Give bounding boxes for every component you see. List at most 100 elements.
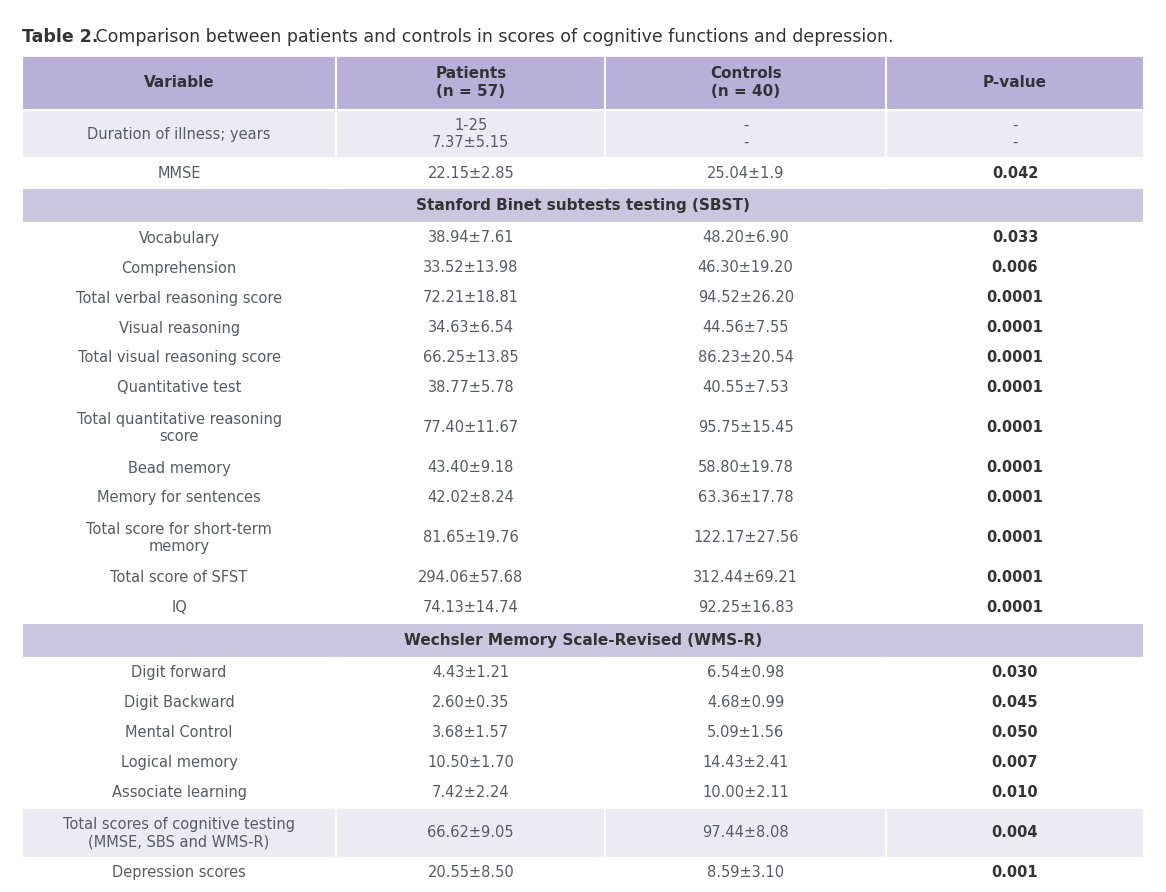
Text: 74.13±14.74: 74.13±14.74 [423,600,519,615]
Text: 66.62±9.05: 66.62±9.05 [428,825,514,840]
Text: 6.54±0.98: 6.54±0.98 [707,665,785,681]
Text: 2.60±0.35: 2.60±0.35 [433,696,510,711]
Text: 0.007: 0.007 [992,756,1038,771]
Text: Logical memory: Logical memory [120,756,238,771]
FancyBboxPatch shape [22,403,1144,453]
FancyBboxPatch shape [22,373,1144,403]
Text: Memory for sentences: Memory for sentences [97,491,261,506]
Text: 0.0001: 0.0001 [986,571,1044,585]
FancyBboxPatch shape [22,778,1144,808]
Text: -
-: - - [1012,118,1018,150]
Text: 4.68±0.99: 4.68±0.99 [707,696,785,711]
Text: 48.20±6.90: 48.20±6.90 [702,230,789,245]
Text: 7.42±2.24: 7.42±2.24 [431,786,510,800]
Text: 0.033: 0.033 [992,230,1038,245]
Text: Stanford Binet subtests testing (SBST): Stanford Binet subtests testing (SBST) [416,198,750,213]
FancyBboxPatch shape [22,858,1144,888]
Text: Bead memory: Bead memory [127,460,231,475]
Text: Patients
(n = 57): Patients (n = 57) [435,66,506,99]
Text: 0.0001: 0.0001 [986,320,1044,335]
Text: 38.94±7.61: 38.94±7.61 [428,230,514,245]
Text: Total verbal reasoning score: Total verbal reasoning score [76,291,282,305]
Text: 312.44±69.21: 312.44±69.21 [694,571,799,585]
FancyBboxPatch shape [22,718,1144,748]
FancyBboxPatch shape [22,808,1144,858]
Text: IQ: IQ [171,600,187,615]
Text: Total quantitative reasoning
score: Total quantitative reasoning score [77,412,282,444]
Text: 0.0001: 0.0001 [986,420,1044,435]
Text: Vocabulary: Vocabulary [139,230,219,245]
Text: 63.36±17.78: 63.36±17.78 [698,491,794,506]
Text: 97.44±8.08: 97.44±8.08 [702,825,789,840]
Text: 77.40±11.67: 77.40±11.67 [423,420,519,435]
FancyBboxPatch shape [22,483,1144,513]
Text: Total visual reasoning score: Total visual reasoning score [78,351,281,366]
Text: Mental Control: Mental Control [126,725,233,740]
Text: 0.004: 0.004 [992,825,1038,840]
FancyBboxPatch shape [22,688,1144,718]
FancyBboxPatch shape [22,343,1144,373]
FancyBboxPatch shape [22,158,1144,188]
Text: 0.001: 0.001 [991,865,1038,880]
Text: 14.43±2.41: 14.43±2.41 [702,756,789,771]
FancyBboxPatch shape [22,188,1144,223]
Text: 22.15±2.85: 22.15±2.85 [428,166,514,180]
Text: 46.30±19.20: 46.30±19.20 [697,260,794,276]
Text: Digit forward: Digit forward [132,665,226,681]
Text: 25.04±1.9: 25.04±1.9 [707,166,785,180]
Text: 122.17±27.56: 122.17±27.56 [693,531,799,546]
Text: 72.21±18.81: 72.21±18.81 [423,291,519,305]
Text: 42.02±8.24: 42.02±8.24 [428,491,514,506]
FancyBboxPatch shape [22,623,1144,658]
FancyBboxPatch shape [22,513,1144,563]
Text: 8.59±3.10: 8.59±3.10 [707,865,785,880]
Text: 0.0001: 0.0001 [986,291,1044,305]
Text: 1-25
7.37±5.15: 1-25 7.37±5.15 [433,118,510,150]
Text: Duration of illness; years: Duration of illness; years [87,127,271,142]
FancyBboxPatch shape [22,748,1144,778]
Text: Total score of SFST: Total score of SFST [111,571,247,585]
Text: Total score for short-term
memory: Total score for short-term memory [86,522,272,554]
Text: 58.80±19.78: 58.80±19.78 [697,460,794,475]
Text: Associate learning: Associate learning [112,786,246,800]
Text: Controls
(n = 40): Controls (n = 40) [710,66,781,99]
Text: 4.43±1.21: 4.43±1.21 [433,665,510,681]
Text: MMSE: MMSE [157,166,201,180]
Text: 0.0001: 0.0001 [986,381,1044,395]
FancyBboxPatch shape [22,110,1144,158]
Text: Variable: Variable [143,75,215,90]
Text: 20.55±8.50: 20.55±8.50 [428,865,514,880]
Text: 0.0001: 0.0001 [986,460,1044,475]
Text: 0.045: 0.045 [992,696,1038,711]
Text: 0.042: 0.042 [992,166,1038,180]
Text: 0.050: 0.050 [991,725,1038,740]
Text: 38.77±5.78: 38.77±5.78 [428,381,514,395]
Text: 0.010: 0.010 [991,786,1038,800]
Text: 33.52±13.98: 33.52±13.98 [423,260,519,276]
Text: 0.006: 0.006 [992,260,1038,276]
Text: 44.56±7.55: 44.56±7.55 [702,320,789,335]
Text: 40.55±7.53: 40.55±7.53 [702,381,789,395]
Text: 5.09±1.56: 5.09±1.56 [707,725,785,740]
Text: 0.030: 0.030 [992,665,1038,681]
Text: 86.23±20.54: 86.23±20.54 [697,351,794,366]
FancyBboxPatch shape [22,283,1144,313]
FancyBboxPatch shape [22,453,1144,483]
Text: 294.06±57.68: 294.06±57.68 [419,571,524,585]
FancyBboxPatch shape [22,563,1144,593]
Text: 10.50±1.70: 10.50±1.70 [428,756,514,771]
FancyBboxPatch shape [22,313,1144,343]
Text: 66.25±13.85: 66.25±13.85 [423,351,519,366]
Text: Visual reasoning: Visual reasoning [119,320,240,335]
FancyBboxPatch shape [22,253,1144,283]
Text: Quantitative test: Quantitative test [117,381,241,395]
Text: 0.0001: 0.0001 [986,531,1044,546]
Text: Table 2.: Table 2. [22,28,98,46]
Text: P-value: P-value [983,75,1047,90]
Text: 43.40±9.18: 43.40±9.18 [428,460,514,475]
Text: 0.0001: 0.0001 [986,351,1044,366]
Text: Comparison between patients and controls in scores of cognitive functions and de: Comparison between patients and controls… [90,28,893,46]
Text: 0.0001: 0.0001 [986,600,1044,615]
FancyBboxPatch shape [22,593,1144,623]
Text: -
-: - - [743,118,749,150]
